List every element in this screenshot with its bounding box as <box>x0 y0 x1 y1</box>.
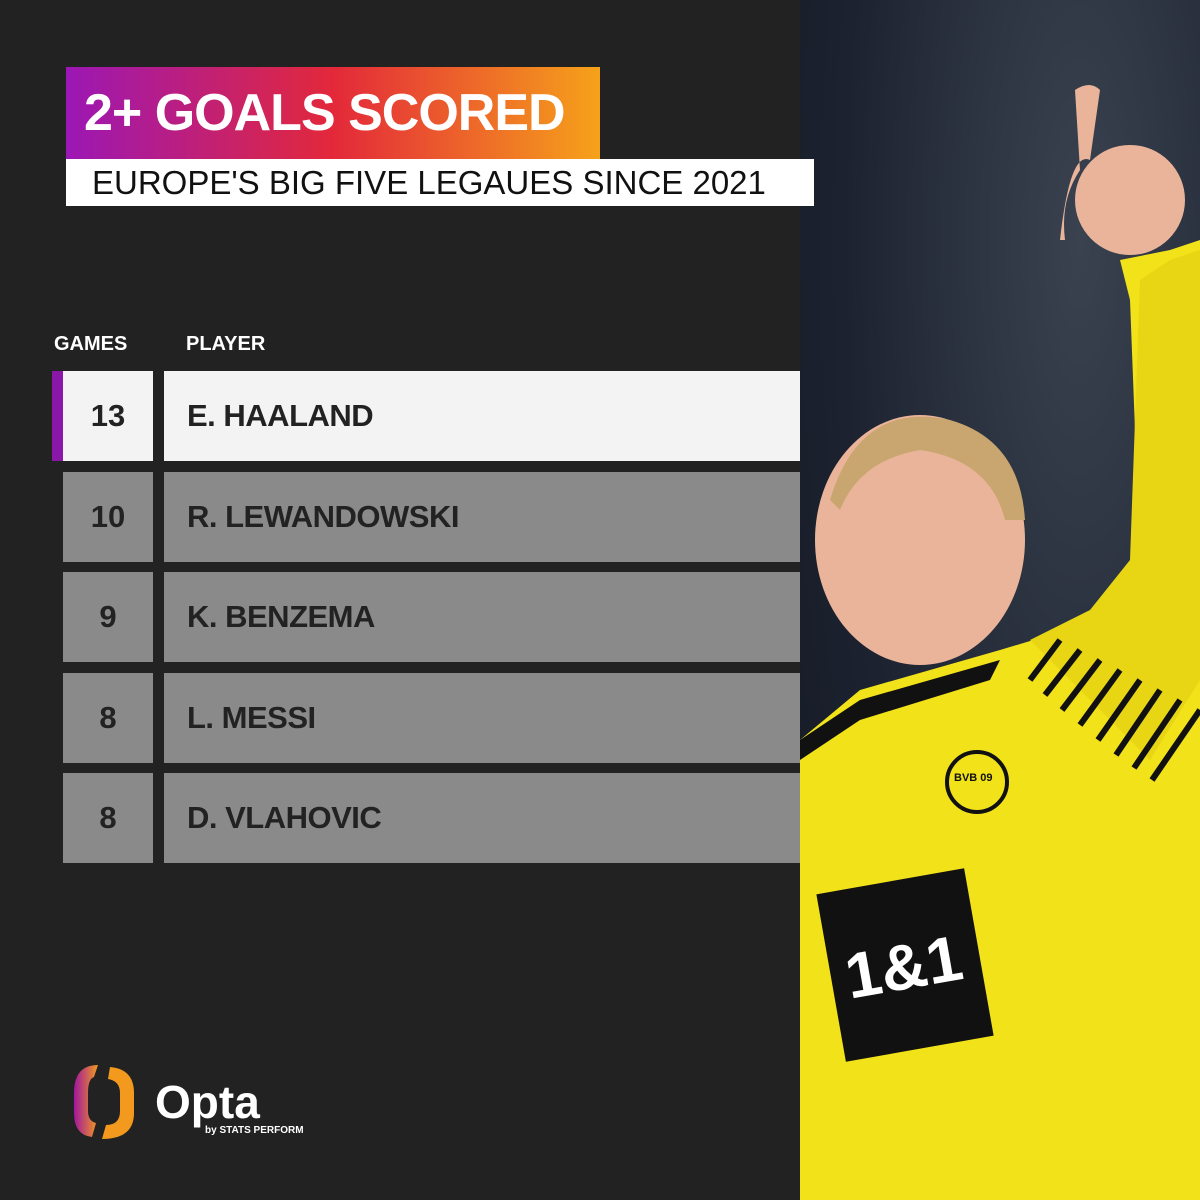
page-title: 2+ GOALS SCORED <box>66 67 600 159</box>
table-row: 10 R. LEWANDOWSKI <box>52 472 800 562</box>
column-header-player: PLAYER <box>186 333 266 355</box>
player-cell: R. LEWANDOWSKI <box>164 472 800 562</box>
highlight-accent <box>52 371 63 461</box>
opta-logo-icon <box>74 1065 134 1139</box>
player-cell: D. VLAHOVIC <box>164 773 800 863</box>
games-cell: 13 <box>63 371 153 461</box>
table-row: 13 E. HAALAND <box>52 371 800 461</box>
player-illustration <box>800 85 1200 1200</box>
opta-tagline: by STATS PERFORM <box>205 1125 304 1136</box>
page-subtitle: EUROPE'S BIG FIVE LEGAUES SINCE 2021 <box>66 159 814 206</box>
table-row: 8 D. VLAHOVIC <box>52 773 800 863</box>
games-cell: 10 <box>63 472 153 562</box>
games-cell: 8 <box>63 773 153 863</box>
player-photo: 1&1 BVB 09 <box>800 0 1200 1200</box>
column-header-games: GAMES <box>54 333 128 355</box>
opta-brand: Opta <box>155 1076 260 1128</box>
crest-label: BVB 09 <box>954 772 993 784</box>
games-cell: 9 <box>63 572 153 662</box>
table-row: 8 L. MESSI <box>52 673 800 763</box>
player-cell: E. HAALAND <box>164 371 800 461</box>
games-cell: 8 <box>63 673 153 763</box>
table-row: 9 K. BENZEMA <box>52 572 800 662</box>
player-cell: K. BENZEMA <box>164 572 800 662</box>
player-cell: L. MESSI <box>164 673 800 763</box>
